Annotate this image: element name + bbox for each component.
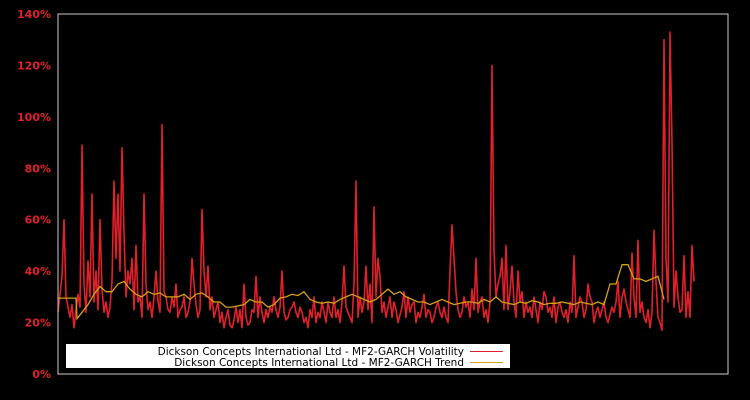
y-tick-label: 0% xyxy=(32,368,51,381)
legend-box xyxy=(66,344,510,368)
legend-label-trend: Dickson Concepts International Ltd - MF2… xyxy=(174,357,464,369)
plot-area xyxy=(57,31,695,332)
y-tick-label: 140% xyxy=(17,8,51,21)
y-axis: 0% 20% 40% 60% 80% 100% 120% 140% xyxy=(17,8,51,381)
y-tick-label: 120% xyxy=(17,59,51,72)
y-tick-label: 100% xyxy=(17,111,51,124)
plot-frame xyxy=(57,13,729,375)
legend-label-volatility: Dickson Concepts International Ltd - MF2… xyxy=(158,346,464,358)
y-tick-label: 40% xyxy=(25,265,51,278)
y-tick-label: 80% xyxy=(25,162,51,175)
y-tick-label: 60% xyxy=(25,214,51,227)
trend-line xyxy=(58,264,665,321)
y-tick-label: 20% xyxy=(25,317,51,330)
volatility-line xyxy=(57,31,695,332)
legend: Dickson Concepts International Ltd - MF2… xyxy=(66,344,510,369)
